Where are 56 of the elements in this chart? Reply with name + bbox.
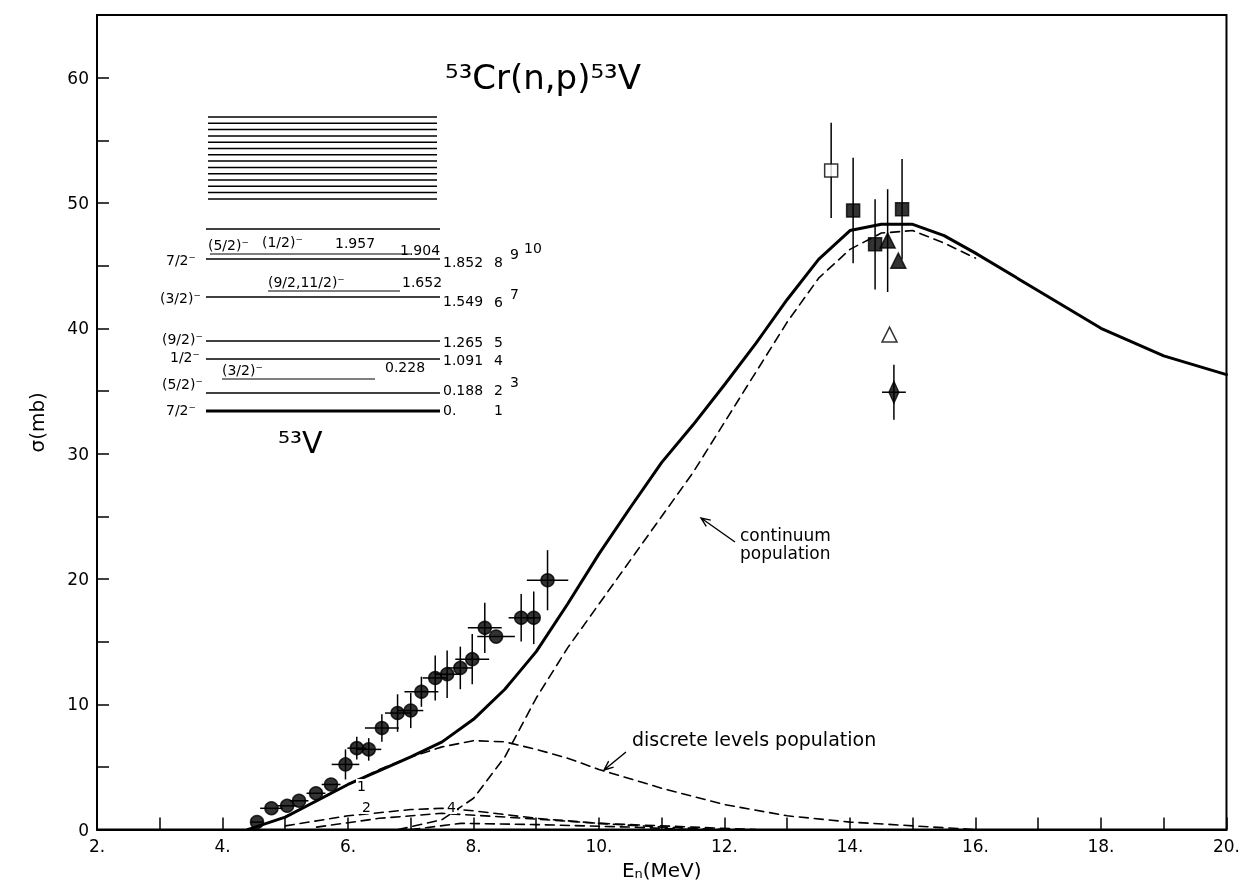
annotation: 0.228 [385,359,426,375]
annotation: discrete levels population [632,728,877,750]
annotation: 6 [494,294,503,310]
annotation: 8 [494,254,503,270]
x-tick-label: 8. [465,836,482,857]
x-tick-label: 12. [710,836,739,857]
annotation: (5/2)⁻ [162,376,203,392]
annotation: 1 [494,402,503,418]
annotation: (1/2)⁻ [262,234,303,250]
annotation: 1.852 [443,254,484,270]
annotation: 1.549 [443,293,484,309]
annotation: ⁵³V [278,425,323,460]
x-axis-title: En(MeV) [621,857,702,882]
x-tick-label: 2. [88,836,106,857]
x-tick-label: 16. [961,836,990,857]
annotation: 1.957 [335,235,376,251]
annotation: (9/2,11/2)⁻ [268,274,345,290]
y-tick-label: 0 [78,819,89,840]
x-tick-label: 4. [214,836,231,857]
annotation: 0. [443,402,457,418]
x-tick-label: 18. [1087,836,1115,857]
annotation: 4 [494,352,503,368]
annotation: 4 [446,799,457,815]
y-tick-label: 60 [67,67,89,88]
annotation: 1.091 [443,352,484,368]
annotation: 1.904 [400,242,441,258]
annotation: 7/2⁻ [166,252,196,268]
annotation: (9/2)⁻ [162,331,203,347]
annotation: 7/2⁻ [166,402,196,418]
annotation: 7 [510,286,519,302]
y-axis-title: σ(mb) [25,392,49,453]
text: ⁵³Cr(n,p)⁵³V [445,57,641,97]
annotation: (5/2)⁻ [208,237,249,253]
annotation: 2 [361,799,372,815]
annotation: (3/2)⁻ [160,290,201,306]
annotation: 1 [356,778,367,794]
y-tick-label: 50 [67,192,89,213]
y-tick-label: 20 [67,568,89,589]
y-tick-label: 40 [67,318,89,339]
annotation: 3 [510,374,519,390]
annotation: 1/2⁻ [170,349,200,365]
y-tick-label: 10 [67,694,89,715]
x-tick-label: 10. [585,836,613,857]
y-tick-label: 30 [67,443,89,464]
x-tick-label: 6. [339,836,357,857]
annotation: 0.188 [443,382,484,398]
annotation: (3/2)⁻ [222,362,263,378]
x-tick-label: 20. [1212,836,1241,857]
x-tick-label: 14. [836,836,864,857]
annotation: 10 [524,240,542,256]
annotation: 1.652 [402,274,443,290]
annotation: 1.265 [443,334,484,350]
annotation: continuum population [740,525,831,563]
annotation: 5 [494,334,503,350]
annotation: 9 [510,246,519,262]
annotation: 2 [494,382,503,398]
